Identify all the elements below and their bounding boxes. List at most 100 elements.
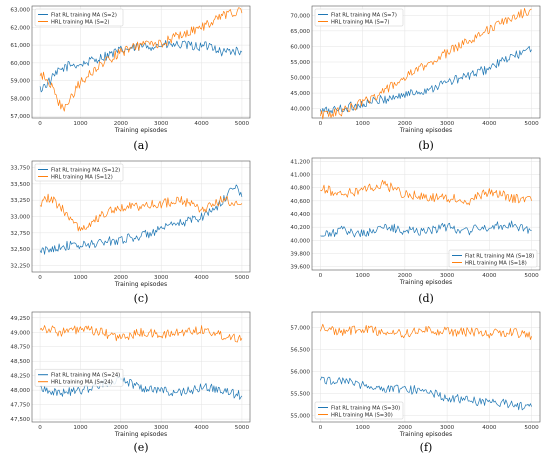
y-tick-label: 62,000 [10,25,30,31]
x-tick-label: 0 [38,425,42,431]
y-tick-label: 56,000 [290,369,310,375]
chart-panel-d: 0 1000 2000 3000 4000 5000 39,600 39,800 40,000 4… [290,157,541,305]
y-tick-label: 32,750 [10,231,30,237]
series-line-flat-rl [320,45,532,114]
legend-label: Flat RL training MA (S=30) [331,405,400,411]
series-line-hrl [320,323,532,340]
legend-label: Flat RL training MA (S=18) [465,253,534,259]
legend-label: HRL training MA (S=30) [331,412,393,418]
y-tick-label: 48,250 [10,374,30,380]
panel-caption: (b) [418,139,434,152]
plot-frame [31,160,251,273]
x-tick-label: 0 [319,121,323,127]
chart-panel-b: 0 1000 2000 3000 4000 5000 40,000 45,000 50,000 5… [290,5,541,152]
y-tick-label: 55,000 [290,60,310,66]
y-tick-label: 39,800 [290,252,310,258]
y-tick-label: 70,000 [290,13,310,19]
legend-box [448,249,538,268]
y-tick-label: 33,750 [10,166,30,172]
legend-label: HRL training MA (S=12) [51,174,113,180]
x-tick-label: 0 [319,273,323,279]
legend-label: HRL training MA (S=2) [51,19,109,25]
x-tick-label: 3000 [154,275,169,281]
chart-panel-a: 0 1000 2000 3000 4000 5000 57,000 58,000 59,000 6… [10,5,251,152]
plot-frame [311,157,541,271]
legend-box [34,8,124,27]
legend: Flat RL training MA (S=2)HRL training MA… [34,8,124,27]
x-tick-label: 1000 [356,425,371,431]
x-tick-label: 3000 [440,121,455,127]
x-axis-label: Training episodes [399,127,452,134]
chart-panel-e: 0 1000 2000 3000 4000 5000 47,500 47,750 48,000 4… [10,311,251,454]
legend: Flat RL training MA (S=24)HRL training M… [34,368,124,387]
legend-label: Flat RL training MA (S=12) [51,167,120,173]
x-tick-label: 5000 [524,121,539,127]
y-tick-label: 48,000 [10,388,30,394]
x-tick-label: 5000 [524,273,539,279]
panel-caption: (e) [133,441,148,454]
x-tick-label: 2000 [398,121,413,127]
y-tick-label: 48,750 [10,345,30,351]
x-tick-label: 4000 [482,121,497,127]
series-line-hrl [320,179,532,206]
y-tick-label: 58,000 [10,96,30,102]
y-tick-label: 50,000 [290,76,310,82]
x-tick-label: 1000 [356,273,371,279]
legend-box [314,8,404,27]
y-tick-label: 47,500 [10,417,30,423]
x-tick-label: 1000 [73,121,88,127]
y-tick-label: 55,000 [290,413,310,419]
y-tick-label: 33,500 [10,182,30,188]
legend-box [34,368,124,387]
x-axis-label: Training episodes [114,431,167,438]
y-tick-label: 48,500 [10,359,30,365]
x-tick-label: 2000 [114,425,129,431]
x-tick-label: 3000 [440,273,455,279]
x-tick-label: 2000 [114,121,129,127]
y-tick-label: 55,500 [290,391,310,397]
plot-frame [31,5,251,119]
x-tick-label: 3000 [440,425,455,431]
x-tick-label: 3000 [154,425,169,431]
y-tick-label: 40,800 [290,186,310,192]
series-line-flat-rl [39,40,243,93]
y-tick-label: 61,000 [10,43,30,49]
series-line-flat-rl [320,220,532,238]
series-line-hrl [39,325,243,343]
y-tick-label: 60,000 [290,44,310,50]
series-line-hrl [39,7,243,112]
x-axis-label: Training episodes [399,279,452,286]
x-tick-label: 5000 [235,425,250,431]
series-line-flat-rl [320,376,532,411]
y-tick-label: 33,000 [10,215,30,221]
x-tick-label: 2000 [398,273,413,279]
x-axis-label: Training episodes [114,281,167,288]
x-tick-label: 1000 [356,121,371,127]
plot-frame [311,311,541,423]
legend-label: Flat RL training MA (S=2) [51,12,117,18]
x-tick-label: 4000 [194,275,209,281]
y-tick-label: 49,000 [10,330,30,336]
chart-panel-f: 0 1000 2000 3000 4000 5000 55,000 55,500 56,000 5… [290,311,541,454]
y-tick-label: 57,000 [10,114,30,120]
x-tick-label: 3000 [154,121,169,127]
x-tick-label: 1000 [73,275,88,281]
x-tick-label: 4000 [194,121,209,127]
panel-caption: (c) [134,292,149,305]
y-tick-label: 49,250 [10,316,30,322]
chart-panel-c: 0 1000 2000 3000 4000 5000 32,250 32,500 32,750 3… [10,160,251,305]
y-tick-label: 32,500 [10,247,30,253]
x-tick-label: 5000 [235,275,250,281]
panel-caption: (f) [420,441,433,454]
legend-box [34,163,124,182]
legend-box [314,401,404,420]
x-tick-label: 2000 [114,275,129,281]
x-tick-label: 0 [319,425,323,431]
x-tick-label: 5000 [524,425,539,431]
y-tick-label: 40,400 [290,212,310,218]
y-tick-label: 45,000 [290,91,310,97]
y-tick-label: 33,250 [10,198,30,204]
plot-frame [311,5,541,119]
panel-caption: (a) [133,139,148,152]
